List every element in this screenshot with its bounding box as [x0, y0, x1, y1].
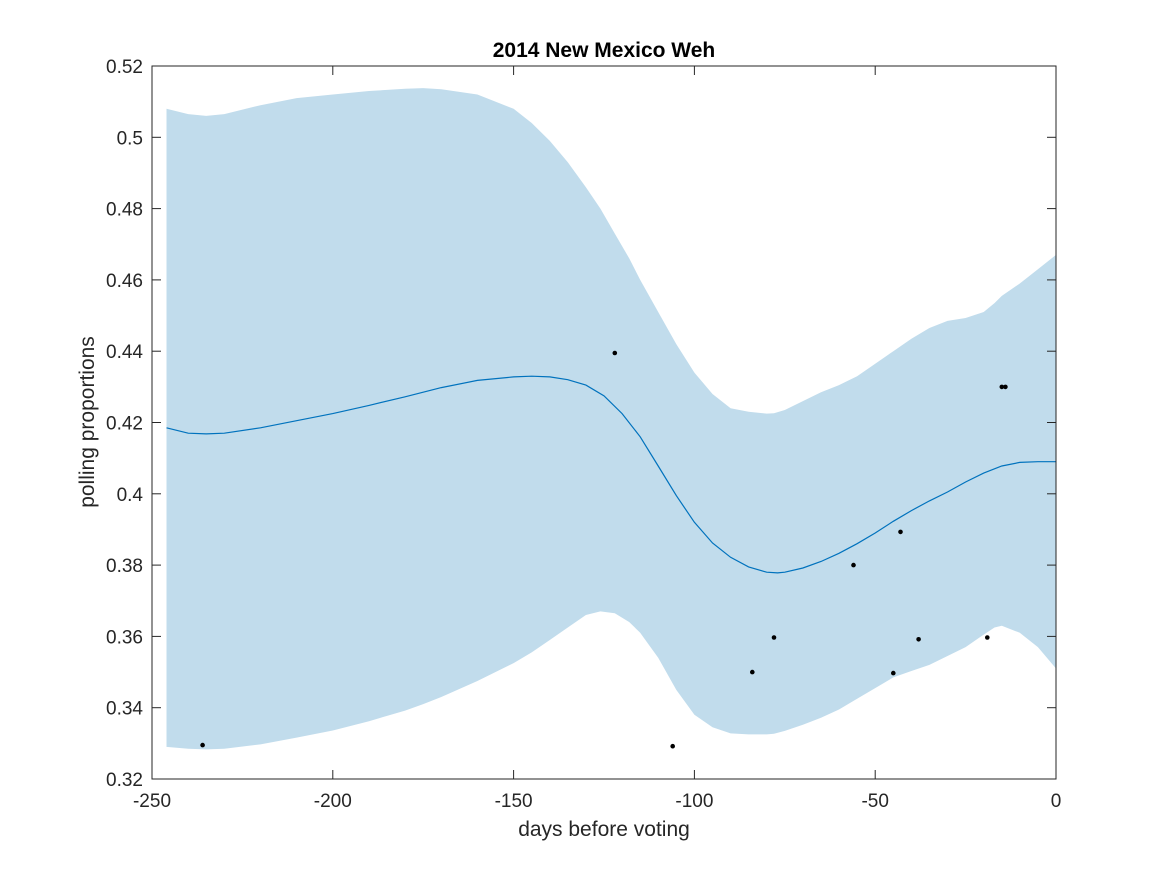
y-axis-label: polling proportions — [76, 336, 99, 508]
x-tick-label: -50 — [861, 791, 888, 812]
y-tick-label: 0.46 — [106, 271, 143, 292]
poll-point — [891, 670, 896, 676]
y-tick-label: 0.44 — [106, 342, 143, 363]
x-axis-label: days before voting — [518, 818, 690, 841]
poll-point — [670, 743, 675, 749]
poll-point — [985, 635, 990, 640]
poll-point — [771, 635, 777, 640]
chart-title: 2014 New Mexico Weh — [493, 39, 716, 62]
poll-point — [898, 529, 903, 535]
x-ticks: -250 -200 -150 -100 -50 0 — [133, 66, 1061, 812]
x-tick-label: -100 — [675, 791, 713, 812]
y-tick-label: 0.32 — [106, 770, 143, 791]
y-tick-label: 0.42 — [106, 414, 143, 435]
y-tick-label: 0.38 — [106, 556, 143, 577]
y-tick-label: 0.5 — [117, 128, 143, 149]
poll-point — [1003, 384, 1008, 390]
poll-point — [916, 637, 921, 642]
x-tick-label: -200 — [314, 791, 352, 812]
y-tick-label: 0.4 — [117, 485, 144, 506]
x-tick-label: 0 — [1051, 791, 1062, 812]
poll-point — [750, 669, 755, 675]
y-tick-label: 0.34 — [106, 699, 143, 720]
mean-line-layer — [166, 375, 1056, 574]
poll-points-layer — [200, 350, 1008, 749]
confidence-band — [166, 88, 1056, 750]
x-tick-label: -150 — [495, 791, 533, 812]
mean-line — [166, 375, 1056, 574]
poll-point — [612, 350, 618, 356]
y-tick-label: 0.48 — [106, 200, 143, 221]
y-ticks: 0.32 0.34 0.36 0.38 0.4 0.42 0.44 0.46 0.48 0.5 0.… — [106, 57, 1056, 791]
poll-point — [851, 562, 856, 568]
poll-point — [200, 742, 205, 748]
y-tick-label: 0.36 — [106, 627, 143, 648]
y-tick-label: 0.52 — [106, 57, 143, 78]
x-tick-label: -250 — [133, 791, 171, 812]
poll-point — [999, 384, 1005, 390]
confidence-band-layer — [166, 88, 1056, 750]
